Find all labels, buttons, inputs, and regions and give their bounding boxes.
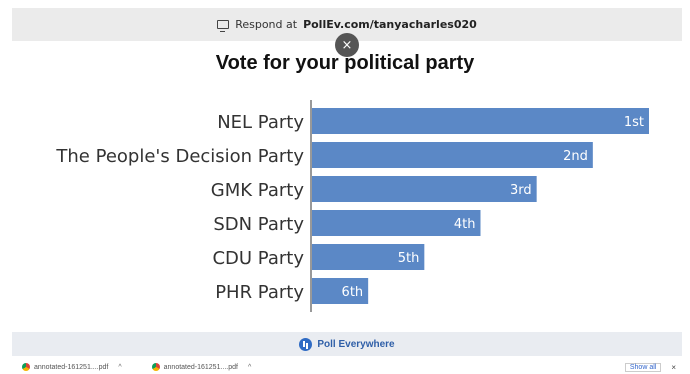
bar-data-label: 6th [342,285,364,300]
category-label: NEL Party [217,112,304,133]
bar-3 [312,176,537,202]
download-filename: annotated-161251....pdf [34,363,109,371]
bar-6 [312,278,369,304]
bar-data-label: 4th [454,217,476,232]
poll-everywhere-logo-icon [299,337,313,351]
bar-5 [312,244,425,270]
chrome-file-icon [151,363,160,371]
bar-data-label: 2nd [563,149,588,164]
chevron-up-icon[interactable]: ^ [118,363,122,371]
bar-data-label: 5th [398,251,420,266]
download-item[interactable]: annotated-161251....pdf ^ [151,363,252,371]
category-label: GMK Party [211,180,305,201]
bar-1 [312,108,649,134]
chevron-up-icon[interactable]: ^ [247,363,252,371]
bar-4 [312,210,481,236]
bar-2 [312,142,593,168]
respond-url[interactable]: PollEv.com/tanyacharles020 [303,18,477,31]
bar-data-label: 1st [624,115,644,130]
category-label: SDN Party [213,214,304,235]
footer-brand: Poll Everywhere [317,338,395,350]
respond-prefix: Respond at [235,18,298,31]
category-label: The People's Decision Party [55,146,304,167]
results-chart: NEL Party 1st The People's Decision Party 2… [55,100,649,312]
download-item[interactable]: annotated-161251....pdf ^ [22,363,122,371]
bar-data-label: 3rd [510,183,532,198]
close-button[interactable]: × [335,33,359,57]
close-download-bar-icon[interactable]: × [671,362,676,372]
category-label: CDU Party [212,248,304,269]
poll-title: Vote for your political party [215,52,475,74]
monitor-icon [217,20,230,32]
show-all-button[interactable]: Show all [624,362,662,372]
download-filename: annotated-161251....pdf [163,363,238,371]
category-label: PHR Party [215,282,304,303]
poll-everywhere-footer[interactable]: Poll Everywhere [12,332,682,356]
download-bar: annotated-161251....pdf ^ annotated-1612… [0,360,690,374]
chrome-file-icon [22,363,30,371]
